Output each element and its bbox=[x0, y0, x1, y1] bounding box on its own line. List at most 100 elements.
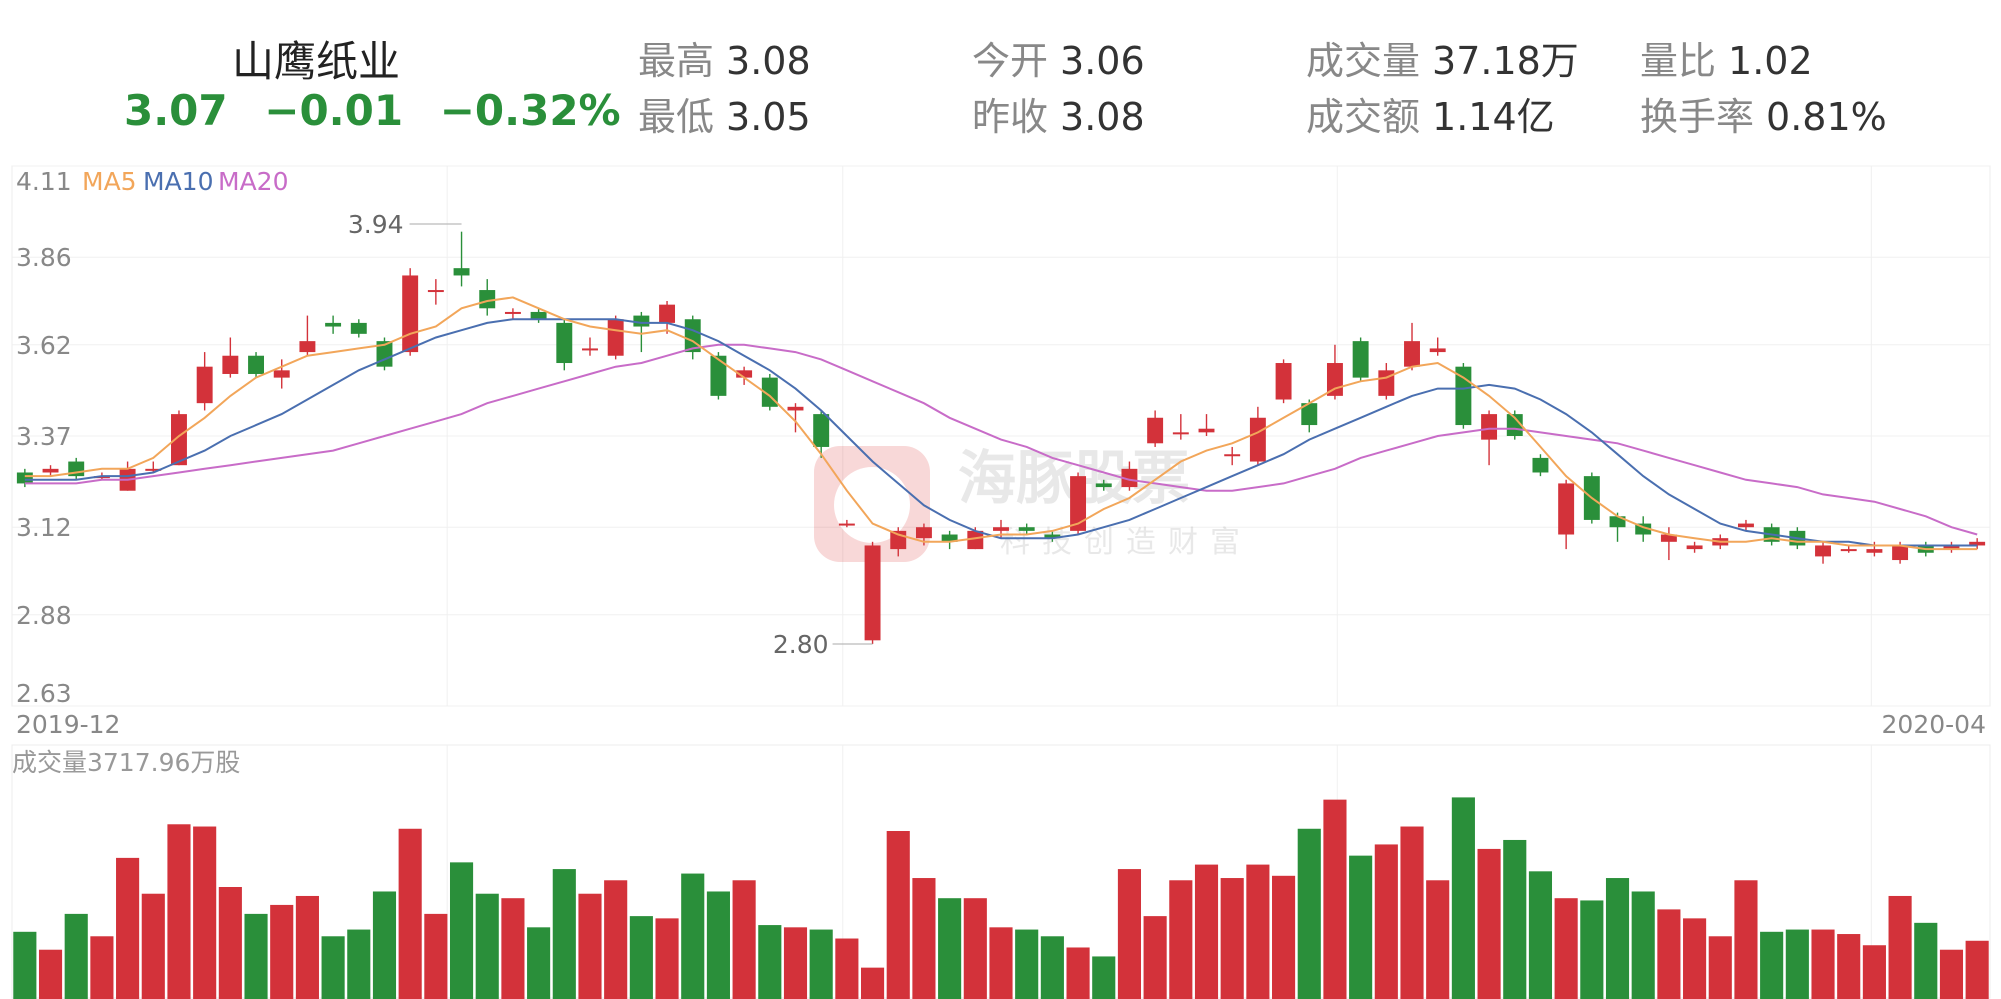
candle-body bbox=[1301, 403, 1318, 426]
candle-body bbox=[838, 523, 855, 526]
volume-bar bbox=[1015, 929, 1039, 999]
watermark-slogan: 科技创造财富 bbox=[1000, 525, 1252, 560]
metric-open: 今开 3.06 bbox=[972, 39, 1145, 83]
price-change-pct: −0.32% bbox=[439, 86, 621, 135]
volume-bar bbox=[1683, 918, 1707, 999]
volume-bar bbox=[475, 893, 499, 999]
volume-bar bbox=[1246, 864, 1270, 999]
volume-bar bbox=[116, 857, 140, 999]
volume-bar bbox=[38, 949, 63, 999]
volume-bar bbox=[1426, 880, 1450, 999]
metric-prev-close: 昨收 3.08 bbox=[972, 95, 1145, 139]
volume-bar bbox=[1349, 855, 1373, 999]
volume-bar bbox=[1965, 940, 1989, 999]
volume-bar bbox=[1580, 900, 1604, 999]
candle-body bbox=[1686, 545, 1703, 550]
candle-body bbox=[196, 366, 213, 404]
volume-bar bbox=[218, 887, 242, 999]
volume-bar bbox=[295, 895, 319, 999]
candle-body bbox=[1840, 549, 1857, 552]
legend-ma20: MA20 bbox=[218, 167, 288, 196]
candle-body bbox=[299, 341, 316, 353]
candle-body bbox=[1070, 476, 1087, 531]
volume-bar bbox=[527, 927, 551, 999]
volume-bar bbox=[783, 927, 808, 999]
candle-body bbox=[787, 406, 804, 411]
candle-body bbox=[427, 290, 444, 293]
volume-bar bbox=[886, 831, 910, 999]
y-tick-label: 2.63 bbox=[16, 679, 72, 708]
volume-bar bbox=[1939, 949, 1964, 999]
watermark: 海豚股票科技创造财富 bbox=[814, 444, 1252, 562]
candle-body bbox=[1018, 527, 1035, 531]
candle-body bbox=[1198, 428, 1215, 433]
volume-bar bbox=[1914, 922, 1938, 999]
volume-bar bbox=[835, 938, 859, 999]
candle-body bbox=[607, 319, 624, 356]
candle-body bbox=[42, 468, 59, 473]
candle-body bbox=[1737, 523, 1754, 528]
quote-header: 山鹰纸业 3.07 −0.01 −0.32% 最高 3.08 最低 3.05 今开 3… bbox=[0, 0, 2001, 160]
chart-legend: MA5 MA10 MA20 bbox=[82, 167, 288, 196]
candle-body bbox=[1404, 341, 1420, 367]
volume-bar bbox=[1657, 909, 1681, 999]
candle-body bbox=[1172, 432, 1189, 435]
candle-body bbox=[1224, 454, 1241, 457]
candle-body bbox=[1095, 483, 1112, 488]
volume-bar bbox=[449, 862, 474, 999]
legend-ma5: MA5 bbox=[82, 167, 137, 196]
volume-bar bbox=[1040, 936, 1064, 999]
candle-body bbox=[659, 304, 676, 323]
y-tick-label: 3.86 bbox=[16, 243, 72, 272]
metric-volume: 成交量 37.18万 bbox=[1306, 39, 1579, 83]
volume-bar bbox=[732, 880, 756, 999]
volume-bar bbox=[1117, 869, 1142, 999]
y-tick-label: 3.37 bbox=[16, 422, 72, 451]
volume-bar bbox=[1631, 891, 1655, 999]
volume-bar bbox=[424, 913, 448, 999]
y-tick-label: 3.12 bbox=[16, 513, 72, 542]
volume-bar bbox=[1888, 895, 1912, 999]
candle-body bbox=[171, 414, 187, 466]
last-price: 3.07 bbox=[124, 86, 228, 135]
volume-bar bbox=[912, 878, 936, 999]
volume-bar bbox=[1837, 934, 1861, 999]
volume-bar bbox=[193, 826, 217, 999]
candle-body bbox=[1558, 483, 1575, 535]
volume-bar bbox=[809, 929, 833, 999]
volume-bar bbox=[1169, 880, 1193, 999]
candle-body bbox=[530, 311, 547, 320]
candle-body bbox=[1044, 534, 1061, 539]
x-start-label: 2019-12 bbox=[16, 710, 120, 739]
y-tick-label: 3.62 bbox=[16, 331, 72, 360]
candle-body bbox=[941, 534, 958, 542]
volume-bar bbox=[1323, 799, 1347, 999]
price-change: −0.01 bbox=[264, 86, 404, 135]
volume-bar bbox=[938, 898, 962, 999]
candle-body bbox=[633, 315, 650, 327]
ma20-line bbox=[24, 343, 1978, 536]
volume-bar bbox=[1066, 947, 1090, 999]
candle-body bbox=[1660, 534, 1677, 542]
candle-body bbox=[582, 348, 598, 351]
candle-body bbox=[1429, 348, 1446, 353]
volume-bar bbox=[1554, 898, 1578, 999]
candle-body bbox=[16, 472, 33, 484]
volume-bar bbox=[655, 918, 679, 999]
candle-body bbox=[736, 370, 753, 378]
candle-body bbox=[453, 268, 470, 276]
volume-bar bbox=[398, 828, 422, 999]
volume-bar bbox=[1143, 916, 1167, 999]
candle-body bbox=[325, 322, 342, 327]
x-end-label: 2020-04 bbox=[1882, 710, 1986, 739]
volume-bar bbox=[1400, 826, 1424, 999]
volume-bar bbox=[758, 925, 782, 999]
high-annotation: 3.94 bbox=[348, 210, 404, 239]
volume-bar bbox=[1272, 875, 1296, 999]
volume-bar bbox=[1734, 880, 1758, 999]
stock-name: 山鹰纸业 bbox=[232, 37, 401, 86]
candle-body bbox=[1815, 545, 1831, 557]
candle-body bbox=[1943, 545, 1960, 550]
candles bbox=[16, 231, 1986, 644]
